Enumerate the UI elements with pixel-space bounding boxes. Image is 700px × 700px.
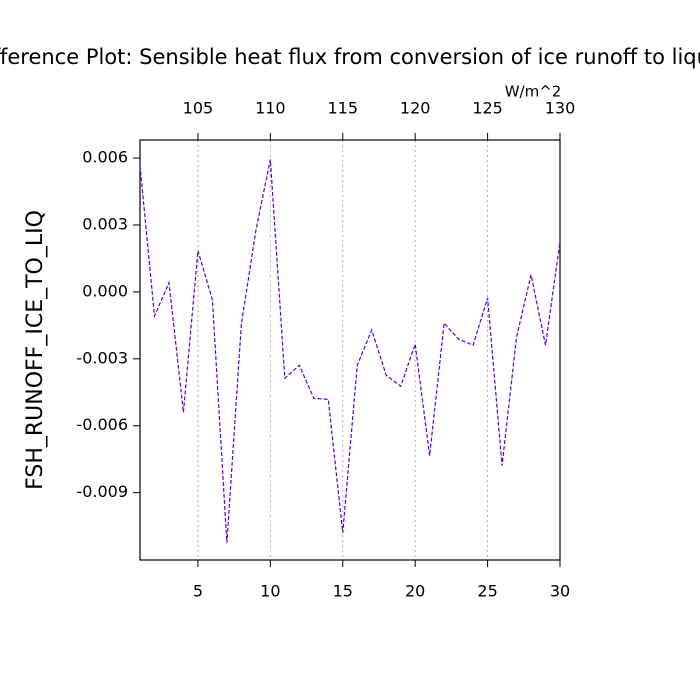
x2-tick-label: 105 [183,99,214,118]
units-label: W/m^2 [505,83,562,101]
x-tick-label: 15 [333,582,353,601]
y-tick-label: -0.006 [76,415,128,434]
x-tick-label: 25 [477,582,497,601]
y-tick-label: 0.000 [82,281,128,300]
x-tick-label: 30 [550,582,570,601]
y-tick-label: -0.003 [76,348,128,367]
x2-tick-label: 120 [400,99,431,118]
y-tick-label: -0.009 [76,482,128,501]
x2-tick-label: 110 [255,99,286,118]
chart-title: Difference Plot: Sensible heat flux from… [0,45,700,69]
y-tick-label: 0.003 [82,214,128,233]
y-axis-label: FSH_RUNOFF_ICE_TO_LIQ [23,210,48,490]
y-tick-label: 0.006 [82,148,128,167]
x-tick-label: 10 [260,582,280,601]
x2-tick-label: 125 [472,99,503,118]
x2-tick-label: 115 [327,99,358,118]
x-tick-label: 5 [193,582,203,601]
x-tick-label: 20 [405,582,425,601]
plot-frame [139,139,561,561]
data-line [139,159,561,543]
x2-tick-label: 130 [545,99,576,118]
